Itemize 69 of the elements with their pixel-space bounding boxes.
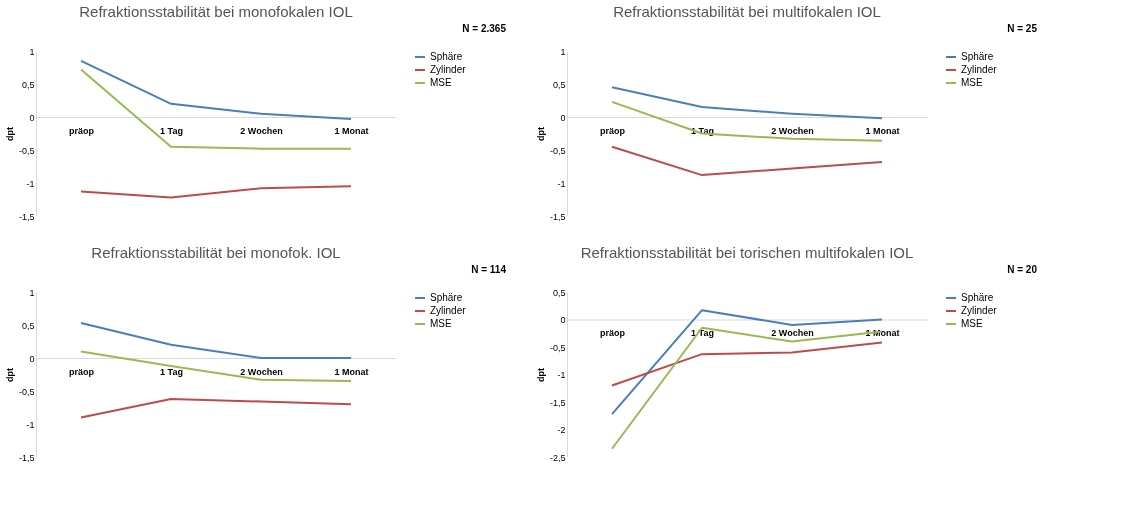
line-series xyxy=(80,397,352,419)
y-tick-label: -0,5 xyxy=(549,342,566,353)
y-tick-label: -0,5 xyxy=(18,386,35,397)
text: N = 25 xyxy=(1007,23,1038,34)
legend-label: Sphäre xyxy=(430,292,463,303)
x-tick-label: präop xyxy=(599,125,626,136)
y-tick-label: -2,5 xyxy=(549,452,566,463)
y-tick-label: 1 xyxy=(29,46,35,57)
y-axis-title: dpt xyxy=(4,368,15,382)
x-tick-label: 2 Wochen xyxy=(771,125,814,136)
legend-label: Sphäre xyxy=(961,292,994,303)
y-axis-title: dpt xyxy=(4,127,15,141)
legend-label: Zylinder xyxy=(961,64,998,75)
y-tick-label: -0,5 xyxy=(18,145,35,156)
y-tick-label: 0,5 xyxy=(552,287,566,298)
y-tick-label: 0 xyxy=(29,353,35,364)
legend-label: Zylinder xyxy=(430,64,467,75)
x-tick-label: 2 Wochen xyxy=(240,125,283,136)
y-tick-label: -0,5 xyxy=(549,145,566,156)
line-series xyxy=(611,145,883,177)
chart-title: Refraktionsstabilität bei monofokalen IOL xyxy=(79,3,353,20)
x-tick-label: 1 Monat xyxy=(865,125,900,136)
y-tick-label: -1 xyxy=(557,178,566,189)
x-tick-label: 2 Wochen xyxy=(240,366,283,377)
line-series xyxy=(611,86,883,120)
legend-label: Zylinder xyxy=(961,305,998,316)
x-tick-label: 1 Tag xyxy=(160,125,183,136)
legend-label: MSE xyxy=(961,77,983,88)
y-tick-label: -1 xyxy=(26,178,35,189)
x-tick-label: präop xyxy=(68,125,95,136)
x-tick-label: präop xyxy=(68,366,95,377)
y-tick-label: -1 xyxy=(557,370,566,380)
y-tick-label: 0 xyxy=(560,315,566,325)
x-tick-label: 1 Tag xyxy=(691,328,714,338)
legend-label: MSE xyxy=(961,318,983,329)
x-tick-label: 1 Monat xyxy=(334,125,369,136)
y-tick-label: -1,5 xyxy=(549,211,566,222)
legend-label: Sphäre xyxy=(430,51,463,62)
y-axis-title: dpt xyxy=(535,127,546,141)
legend-label: MSE xyxy=(430,318,452,329)
y-tick-label: -1,5 xyxy=(18,211,35,222)
y-tick-label: 1 xyxy=(29,287,35,298)
legend-label: Zylinder xyxy=(430,305,467,316)
y-tick-label: -1,5 xyxy=(549,397,566,408)
y-tick-label: 0,5 xyxy=(552,79,566,90)
y-tick-label: -1,5 xyxy=(18,452,35,463)
text: N = 2.365 xyxy=(462,23,507,34)
text: N = 20 xyxy=(1007,264,1038,275)
chart-title: Refraktionsstabilität bei multifokalen IOL xyxy=(613,3,881,20)
y-tick-label: 1 xyxy=(560,46,566,57)
y-tick-label: 0,5 xyxy=(21,320,35,331)
x-tick-label: 1 Tag xyxy=(160,366,183,377)
x-tick-label: 2 Wochen xyxy=(771,328,814,338)
y-tick-label: -2 xyxy=(557,425,566,435)
legend-label: MSE xyxy=(430,77,452,88)
y-tick-label: 0 xyxy=(560,112,566,123)
line-series xyxy=(611,341,883,387)
x-tick-label: 1 Monat xyxy=(334,366,369,377)
legend-label: Sphäre xyxy=(961,51,994,62)
text: N = 114 xyxy=(471,264,507,275)
x-tick-label: präop xyxy=(599,328,626,338)
y-tick-label: -1 xyxy=(26,419,35,430)
y-tick-label: 0,5 xyxy=(21,79,35,90)
chart-title: Refraktionsstabilität bei monofok. IOL xyxy=(91,244,341,261)
line-series xyxy=(80,59,352,120)
chart-title: Refraktionsstabilität bei torischen multifokalen IOL xyxy=(580,244,914,261)
line-series xyxy=(80,185,352,199)
y-tick-label: 0 xyxy=(29,112,35,123)
y-axis-title: dpt xyxy=(535,368,546,382)
